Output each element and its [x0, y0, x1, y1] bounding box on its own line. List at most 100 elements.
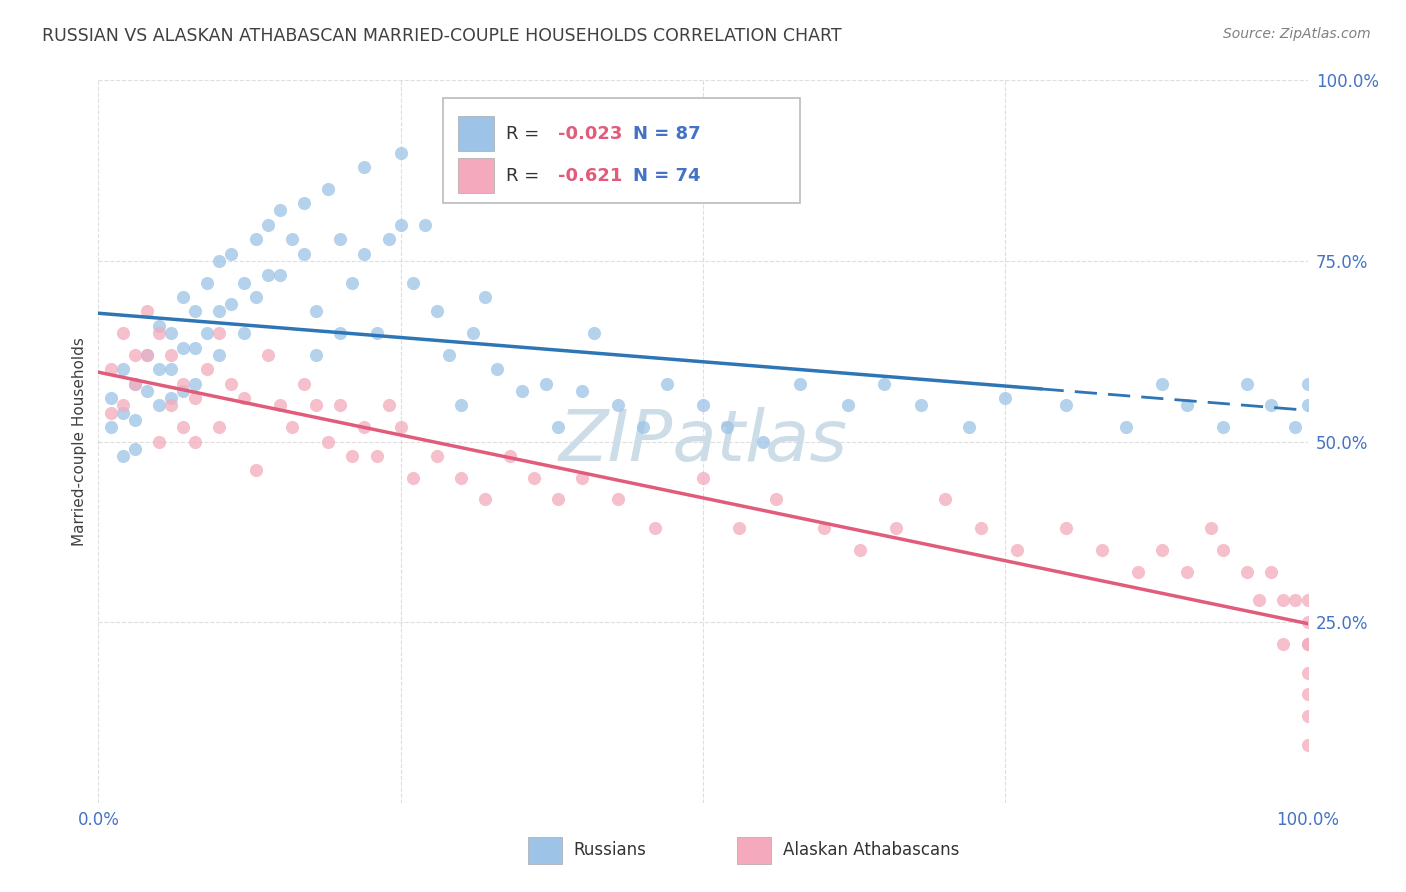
Point: [195, 326, 218, 340]
Point: [1296, 637, 1319, 651]
Point: [1175, 565, 1198, 579]
Point: [148, 326, 170, 340]
Point: [329, 326, 352, 340]
Point: [1296, 665, 1319, 680]
Point: [1260, 398, 1282, 412]
Point: [184, 434, 207, 449]
Point: [474, 492, 496, 507]
Text: ZIPatlas: ZIPatlas: [558, 407, 848, 476]
Point: [413, 218, 436, 232]
Point: [256, 218, 278, 232]
Point: [1152, 376, 1174, 391]
Point: [100, 420, 122, 434]
Point: [957, 420, 980, 434]
Text: Russians: Russians: [574, 841, 647, 860]
Point: [148, 318, 170, 333]
Point: [124, 442, 146, 456]
Point: [1296, 376, 1319, 391]
Point: [716, 420, 738, 434]
Point: [160, 348, 183, 362]
Point: [486, 362, 509, 376]
Point: [886, 521, 908, 535]
Point: [437, 348, 460, 362]
Point: [1236, 376, 1258, 391]
Point: [135, 348, 157, 362]
Point: [934, 492, 956, 507]
Text: N = 74: N = 74: [633, 167, 700, 185]
Point: [692, 470, 714, 484]
Point: [208, 326, 231, 340]
Point: [195, 276, 218, 290]
Y-axis label: Married-couple Households: Married-couple Households: [72, 337, 87, 546]
Point: [498, 449, 520, 463]
Point: [353, 420, 375, 434]
Point: [510, 384, 533, 398]
Point: [402, 470, 425, 484]
Point: [1284, 420, 1306, 434]
Point: [389, 420, 412, 434]
Point: [124, 376, 146, 391]
Point: [124, 348, 146, 362]
Text: -0.621: -0.621: [558, 167, 623, 185]
Point: [232, 276, 254, 290]
Point: [124, 413, 146, 427]
Point: [148, 362, 170, 376]
Text: Source: ZipAtlas.com: Source: ZipAtlas.com: [1223, 27, 1371, 41]
Point: [245, 290, 267, 304]
Point: [305, 304, 328, 318]
Point: [1175, 398, 1198, 412]
Point: [1296, 738, 1319, 752]
Point: [232, 391, 254, 405]
Point: [366, 326, 388, 340]
Text: N = 87: N = 87: [633, 125, 700, 143]
Point: [692, 398, 714, 412]
Text: -0.023: -0.023: [558, 125, 623, 143]
Point: [111, 449, 134, 463]
Point: [172, 420, 194, 434]
FancyBboxPatch shape: [737, 837, 770, 864]
Point: [160, 391, 183, 405]
Point: [100, 362, 122, 376]
FancyBboxPatch shape: [457, 158, 494, 193]
Point: [160, 362, 183, 376]
FancyBboxPatch shape: [457, 117, 494, 151]
Point: [305, 348, 328, 362]
Point: [910, 398, 932, 412]
Point: [208, 253, 231, 268]
Point: [172, 384, 194, 398]
Point: [172, 290, 194, 304]
Point: [474, 290, 496, 304]
Text: Alaskan Athabascans: Alaskan Athabascans: [783, 841, 959, 860]
Point: [583, 326, 606, 340]
Point: [1260, 565, 1282, 579]
Point: [1236, 565, 1258, 579]
Point: [1091, 542, 1114, 557]
Point: [292, 196, 315, 211]
Point: [329, 232, 352, 246]
Point: [547, 492, 569, 507]
Point: [873, 376, 896, 391]
Point: [1128, 565, 1150, 579]
Point: [994, 391, 1017, 405]
Point: [1054, 521, 1077, 535]
Point: [450, 470, 472, 484]
Point: [221, 297, 243, 311]
Point: [245, 232, 267, 246]
Point: [135, 384, 157, 398]
Point: [607, 492, 630, 507]
Point: [1115, 420, 1137, 434]
Point: [245, 463, 267, 477]
Point: [1296, 687, 1319, 701]
Point: [256, 348, 278, 362]
Point: [1212, 542, 1234, 557]
Point: [100, 406, 122, 420]
Point: [837, 398, 859, 412]
Point: [100, 391, 122, 405]
Point: [316, 182, 339, 196]
Point: [160, 398, 183, 412]
Point: [221, 246, 243, 260]
Point: [389, 145, 412, 160]
Point: [655, 376, 678, 391]
Point: [292, 376, 315, 391]
Point: [402, 276, 425, 290]
